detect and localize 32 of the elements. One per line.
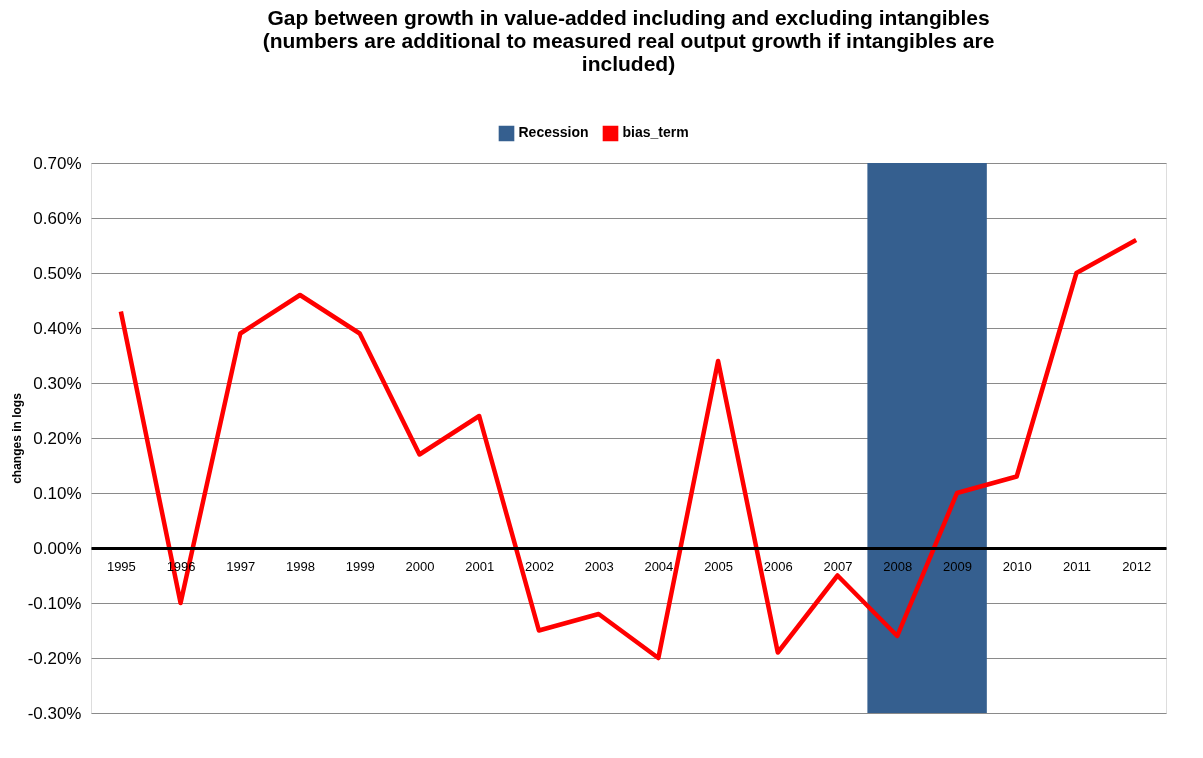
x-tick-label: 2001 (465, 558, 495, 574)
legend-label: bias_term (622, 124, 689, 141)
legend-label: Recession (518, 124, 589, 141)
x-tick-label: 1998 (286, 558, 315, 574)
y-tick-label: 0.70% (33, 153, 82, 173)
y-tick-label: 0.00% (33, 538, 82, 558)
y-tick-label: -0.30% (27, 703, 82, 723)
y-tick-label: -0.10% (27, 593, 82, 613)
x-tick-label: 2011 (1062, 558, 1091, 574)
x-tick-label: 2008 (883, 558, 913, 574)
y-tick-label: 0.60% (33, 208, 82, 228)
x-tick-label: 2007 (823, 558, 853, 574)
y-tick-label: 0.50% (33, 263, 82, 283)
chart-title: Gap between growth in value-added including and excluding intangibles (numbers are additional to measured real output growth if intangibles are included) (262, 6, 995, 75)
x-tick-label: 2003 (584, 558, 614, 574)
x-tick-label: 2010 (1002, 558, 1032, 574)
y-tick-label: 0.40% (33, 318, 82, 338)
x-tick-label: 1995 (106, 558, 136, 574)
x-tick-label: 2004 (644, 558, 674, 574)
x-tick-label: 2000 (405, 558, 435, 574)
y-tick-label: -0.20% (27, 648, 82, 668)
x-tick-label: 2002 (524, 558, 554, 574)
x-tick-label: 2009 (943, 558, 972, 574)
y-tick-label: 0.20% (33, 428, 82, 448)
x-tick-label: 1999 (345, 558, 375, 574)
x-tick-label: 2012 (1122, 558, 1152, 574)
y-tick-label: 0.10% (33, 483, 82, 503)
x-tick-label: 2006 (763, 558, 793, 574)
x-tick-label: 1997 (226, 558, 256, 574)
y-tick-label: 0.30% (33, 373, 82, 393)
x-tick-label: 2005 (704, 558, 734, 574)
y-axis-title: changes in logs (9, 392, 24, 484)
